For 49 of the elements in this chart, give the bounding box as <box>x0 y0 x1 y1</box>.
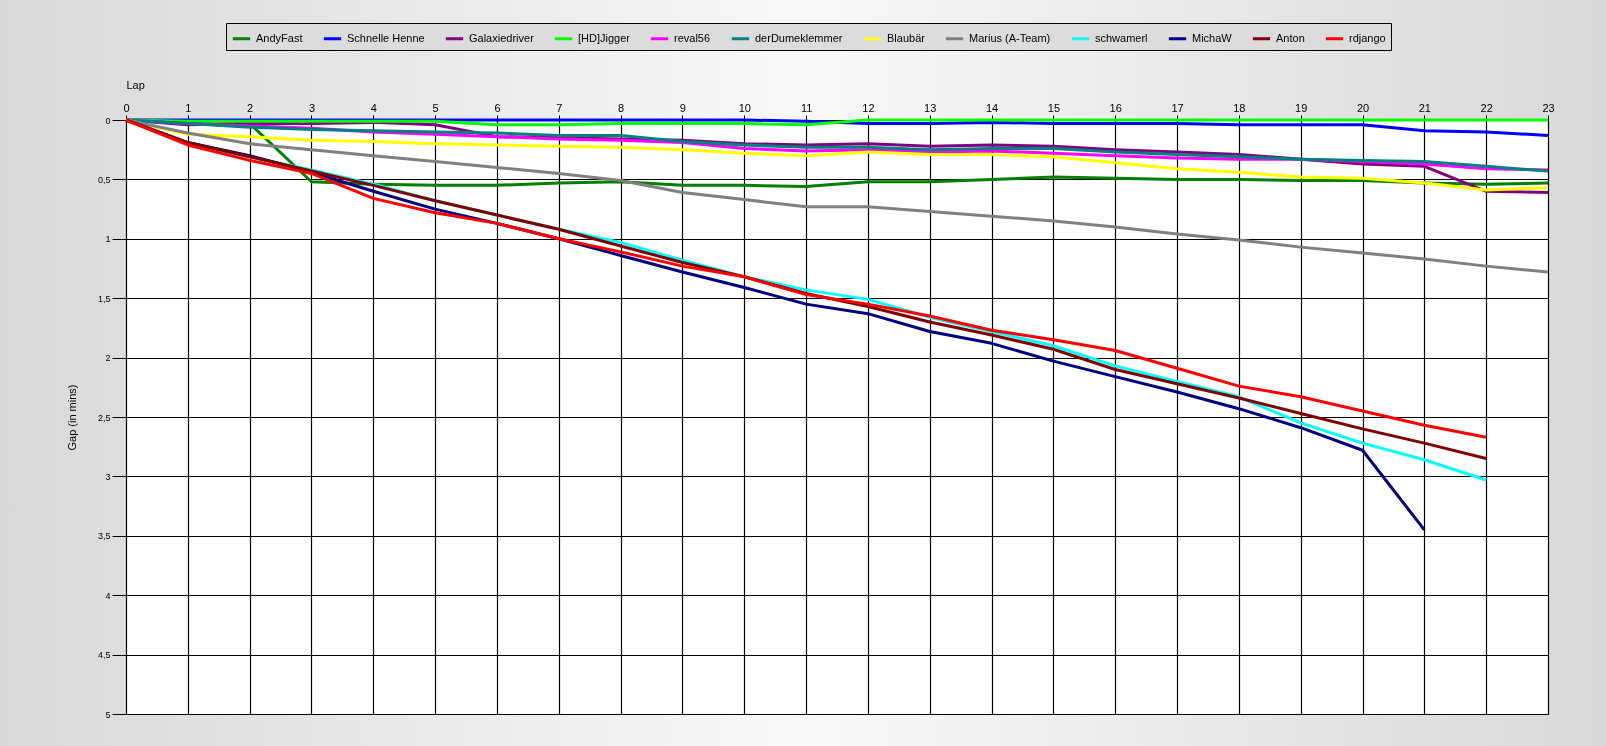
x-tick-label: 22 <box>1480 101 1493 114</box>
y-tick-label: 3 <box>105 471 111 482</box>
x-axis-title: Lap <box>126 78 145 91</box>
x-tick-label: 13 <box>924 101 937 114</box>
x-tick-label: 18 <box>1233 101 1246 114</box>
y-tick-label: 3,5 <box>97 531 111 542</box>
y-tick-label: 1,5 <box>97 293 111 304</box>
y-tick-label: 4 <box>105 590 111 601</box>
legend-label: Galaxiedriver <box>469 31 535 44</box>
y-tick-label: 0 <box>105 115 111 126</box>
x-tick-label: 19 <box>1295 101 1308 114</box>
y-tick-label: 0,5 <box>97 174 111 185</box>
x-tick-label: 12 <box>862 101 875 114</box>
x-tick-label: 21 <box>1418 101 1431 114</box>
x-tick-label: 0 <box>123 101 130 114</box>
y-tick-label: 2 <box>105 353 111 364</box>
x-tick-label: 23 <box>1542 101 1555 114</box>
y-tick-label: 5 <box>105 709 111 720</box>
legend-label: Schnelle Henne <box>347 31 425 44</box>
legend-label: Marius (A-Team) <box>969 31 1051 44</box>
x-tick-label: 2 <box>247 101 254 114</box>
x-tick-label: 6 <box>494 101 501 114</box>
y-axis-title: Gap (in mins) <box>65 384 78 451</box>
y-tick-label: 4,5 <box>97 650 111 661</box>
legend-label: schwamerl <box>1095 31 1148 44</box>
x-tick-label: 14 <box>985 101 999 114</box>
x-tick-label: 11 <box>800 101 813 114</box>
legend-label: MichaW <box>1192 31 1233 44</box>
x-tick-label: 17 <box>1171 101 1184 114</box>
x-tick-label: 7 <box>556 101 563 114</box>
legend-label: [HD]Jigger <box>578 31 631 44</box>
x-tick-label: 3 <box>308 101 316 114</box>
x-tick-label: 20 <box>1356 101 1370 114</box>
x-tick-label: 1 <box>185 101 192 114</box>
x-tick-label: 5 <box>432 101 439 114</box>
x-tick-label: 8 <box>618 101 625 114</box>
x-tick-label: 4 <box>370 101 377 114</box>
legend-label: rdjango <box>1349 31 1386 44</box>
legend-label: derDumeklemmer <box>755 31 843 44</box>
y-tick-label: 1 <box>105 234 111 245</box>
y-tick-label: 2,5 <box>97 412 111 423</box>
legend-label: Anton <box>1276 31 1305 44</box>
x-tick-label: 9 <box>679 101 686 114</box>
x-tick-label: 10 <box>738 101 751 114</box>
x-tick-label: 15 <box>1047 101 1061 114</box>
legend-label: AndyFast <box>256 31 303 44</box>
legend-label: Blaubär <box>887 31 926 44</box>
legend-label: reval56 <box>674 31 711 44</box>
x-tick-label: 16 <box>1109 101 1122 114</box>
